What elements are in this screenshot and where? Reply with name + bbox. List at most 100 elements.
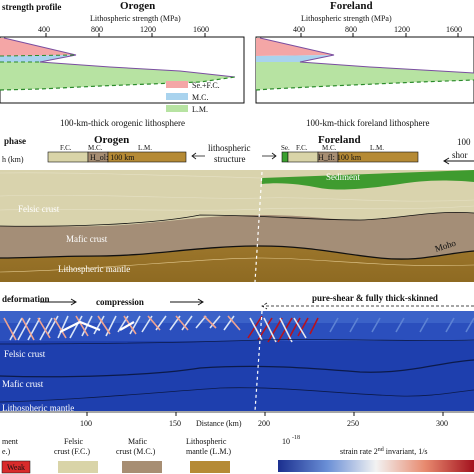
tick-left-400: 400 — [38, 25, 50, 34]
tick-right-400: 400 — [293, 25, 305, 34]
bar-left-lm: L.M. — [138, 144, 152, 152]
tick-left-1200: 1200 — [140, 25, 156, 34]
bar-right-note: H_fl: 100 km — [318, 153, 362, 162]
tick-right-800: 800 — [345, 25, 357, 34]
def-mantle-label: Lithospheric mantle — [2, 403, 74, 413]
legend-felsic-2: crust (F.C.) — [54, 447, 90, 456]
legend-mafic-swatch — [122, 461, 162, 473]
struct-label-1: lithospheric — [208, 143, 251, 153]
deformation-panel-label: deformation — [2, 294, 50, 304]
phase-mantle-label: Lithospheric mantle — [58, 264, 130, 274]
legend-mafic-2: crust (M.C.) — [116, 447, 156, 456]
struct-arrow-left — [191, 152, 205, 160]
x-tick-300: 300 — [436, 419, 448, 428]
legend-sediment-fragment: ment — [2, 437, 19, 446]
phase-felsic-label: Felsic crust — [18, 204, 60, 214]
bar-right-lm: L.M. — [370, 144, 384, 152]
phase-push-arrow — [443, 157, 474, 165]
colorbar-min: 10 — [282, 437, 290, 446]
deformation-section: Felsic crust Mafic crust Lithospheric ma… — [0, 311, 474, 413]
tick-left-1600: 1600 — [193, 25, 209, 34]
tick-right-1200: 1200 — [394, 25, 410, 34]
deformation-arrow-left — [40, 298, 77, 306]
legend-felsic-swatch — [58, 461, 98, 473]
compression-label: compression — [96, 297, 144, 307]
bar-right-fc: F.C. — [296, 144, 308, 152]
strength-right-fc-fill — [256, 38, 334, 56]
legend-sediment-fragment-2: e.) — [2, 447, 11, 456]
strength-legend: Se.+F.C. M.C. L.M. — [166, 81, 220, 114]
phase-right-note-1: 100 — [457, 137, 471, 147]
struct-arrow-right — [262, 152, 277, 160]
x-tick-150: 150 — [169, 419, 181, 428]
strength-left-fc-fill — [0, 38, 76, 56]
legend-mantle-1: Lithospheric — [186, 437, 227, 446]
strength-caption-left: 100-km-thick orogenic lithosphere — [60, 118, 185, 128]
strength-profile-panel: strength profile Orogen Foreland Lithosp… — [0, 0, 474, 128]
phase-sediment-label: Sediment — [326, 172, 360, 182]
tick-right-1600: 1600 — [446, 25, 462, 34]
bar-right-mc: M.C. — [322, 144, 337, 152]
legend-weak-swatch — [1, 460, 31, 474]
legend-mc: M.C. — [192, 93, 208, 102]
colorbar-label: strain rate 2nd invariant, 1/s — [340, 447, 428, 456]
phase-panel-label: phase — [4, 136, 26, 146]
colorbar — [278, 460, 474, 472]
shear-bands — [3, 315, 474, 343]
colorbar-min-exp: -18 — [292, 435, 300, 441]
phase-panel: phase h (km) Orogen Foreland F.C. M.C. L… — [0, 134, 474, 283]
strength-left-envelope — [3, 37, 236, 78]
x-tick-100: 100 — [80, 419, 92, 428]
strength-right-lm-fill — [256, 62, 474, 90]
legend-felsic-1: Felsic — [64, 437, 84, 446]
phase-cross-section: Sediment Felsic crust Mafic crust Lithos… — [0, 170, 474, 283]
phase-sediment-layer — [262, 170, 474, 190]
strength-foreland-title: Foreland — [330, 0, 373, 12]
legend-weak-label: Weak — [7, 463, 25, 472]
bar-left-mc: M.C. — [88, 144, 103, 152]
strength-left-dash — [0, 54, 77, 63]
pure-shear-label: pure-shear & fully thick-skinned — [312, 293, 438, 303]
legend-se-fc: Se.+F.C. — [192, 81, 220, 90]
strength-caption-right: 100-km-thick foreland lithosphere — [306, 118, 429, 128]
strength-right-mc-fill — [256, 55, 334, 62]
phase-axis-fragment: h (km) — [2, 155, 24, 164]
strength-right-envelope — [259, 37, 474, 74]
phase-bar-left: F.C. M.C. L.M. H_ol: 100 km — [47, 144, 187, 163]
struct-label-2: structure — [214, 154, 246, 164]
bar-left-note: H_ol: 100 km — [90, 153, 135, 162]
legend-mantle-2: mantle (L.M.) — [186, 447, 231, 456]
strength-panel-label: strength profile — [2, 2, 61, 12]
strength-left-lm-fill — [0, 62, 235, 90]
x-axis-label: Distance (km) — [196, 419, 242, 428]
def-mafic-label: Mafic crust — [2, 379, 44, 389]
bottom-legend: ment e.) Weak Felsic crust (F.C.) Mafic … — [1, 435, 474, 474]
phase-foreland-title: Foreland — [318, 134, 361, 146]
strength-axis-label-right: Lithospheric strength (MPa) — [301, 14, 392, 23]
strength-left-base — [0, 76, 236, 91]
legend-lm: L.M. — [192, 105, 208, 114]
phase-mafic-label: Mafic crust — [66, 234, 108, 244]
strength-left-mc-fill — [0, 55, 76, 62]
strength-right-base — [255, 79, 474, 91]
strength-axis-label-left: Lithospheric strength (MPa) — [90, 14, 181, 23]
x-tick-200: 200 — [258, 419, 270, 428]
bar-right-se: Se. — [281, 144, 290, 152]
compression-arrow — [170, 298, 204, 306]
deformation-panel: deformation compression pure-shear & ful… — [0, 293, 474, 428]
bar-left-fc: F.C. — [60, 144, 72, 152]
phase-right-note-2: shor — [452, 150, 468, 160]
pure-shear-arrow — [261, 302, 474, 310]
legend-mantle-swatch — [190, 461, 230, 473]
distance-axis: 100 150 200 250 300 Distance (km) — [0, 411, 474, 428]
phase-bar-right: Se. F.C. M.C. L.M. H_fl: 100 km — [281, 144, 419, 163]
strength-orogen-title: Orogen — [120, 0, 155, 12]
tick-left-800: 800 — [91, 25, 103, 34]
legend-mafic-1: Mafic — [128, 437, 148, 446]
strength-plot-left: 400 800 1200 1600 — [0, 25, 245, 104]
x-tick-250: 250 — [347, 419, 359, 428]
def-felsic-label: Felsic crust — [4, 349, 46, 359]
phase-orogen-title: Orogen — [94, 134, 129, 146]
strength-plot-right: 400 800 1200 1600 — [255, 25, 474, 104]
